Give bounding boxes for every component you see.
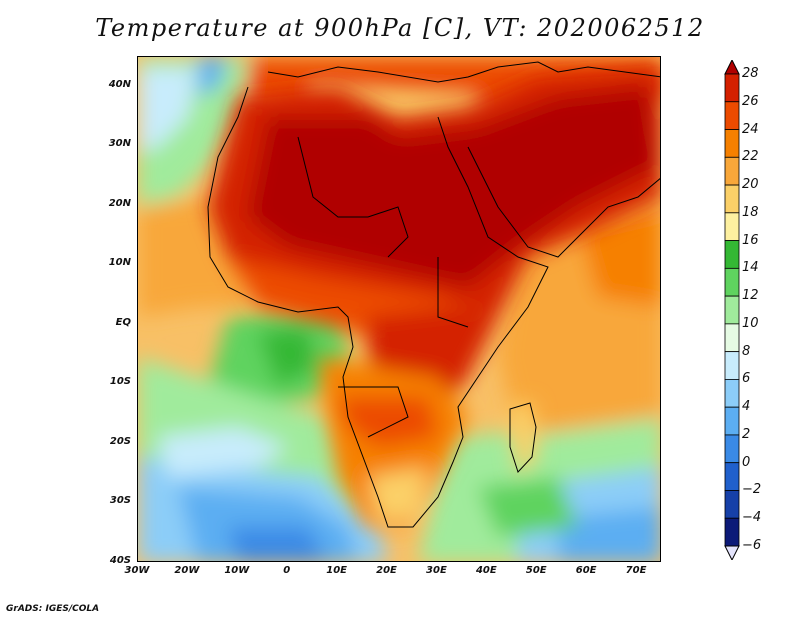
lat-tick-label: 20S bbox=[109, 435, 131, 447]
lat-tick-label: 10N bbox=[108, 257, 131, 269]
colorbar-level-label: 8 bbox=[742, 343, 751, 359]
colorbar-level-label: 10 bbox=[742, 315, 759, 331]
colorbar-level-label: 20 bbox=[742, 177, 759, 193]
colorbar-segment bbox=[724, 379, 740, 408]
lat-tick-label: EQ bbox=[115, 316, 131, 328]
lat-tick-label: 20N bbox=[108, 197, 131, 209]
colorbar-segment bbox=[724, 323, 740, 353]
colorbar-min-triangle bbox=[724, 545, 740, 560]
colorbar-segment bbox=[724, 212, 740, 241]
lon-tick-label: 10W bbox=[224, 565, 250, 576]
colorbar-segment bbox=[724, 517, 740, 547]
lon-tick-label: 20W bbox=[174, 565, 200, 576]
lat-tick-label: 40S bbox=[109, 555, 131, 566]
colorbar-level-label: −6 bbox=[742, 538, 762, 553]
lon-tick-label: 40E bbox=[475, 565, 497, 576]
lon-tick-label: 70E bbox=[625, 565, 647, 576]
temperature-map bbox=[137, 56, 661, 562]
lon-tick-label: 60E bbox=[575, 565, 597, 576]
colorbar-level-label: 12 bbox=[742, 288, 759, 304]
colorbar-level-label: 0 bbox=[742, 454, 751, 470]
colorbar-level-label: 6 bbox=[742, 371, 751, 387]
colorbar-segment bbox=[724, 267, 740, 297]
colorbar-level-label: 24 bbox=[742, 121, 759, 137]
lat-tick-label: 40N bbox=[108, 78, 131, 90]
colorbar-segment bbox=[724, 184, 740, 214]
colorbar-segment bbox=[724, 240, 740, 269]
colorbar-level-label: 14 bbox=[742, 260, 759, 276]
map-title: Temperature at 900hPa [C], VT: 202006251… bbox=[95, 14, 705, 42]
credit-text: GrADS: IGES/COLA bbox=[6, 604, 100, 614]
colorbar-level-label: 16 bbox=[742, 232, 759, 248]
colorbar-segment bbox=[724, 406, 740, 436]
colorbar-segment bbox=[724, 73, 740, 103]
lon-tick-label: 20E bbox=[376, 565, 397, 576]
lon-tick-label: 10E bbox=[326, 565, 347, 576]
colorbar-level-label: −2 bbox=[742, 482, 762, 498]
colorbar-level-label: 28 bbox=[742, 66, 759, 81]
colorbar-segment bbox=[724, 490, 740, 519]
colorbar-level-label: 18 bbox=[742, 204, 759, 220]
colorbar-level-label: 2 bbox=[742, 426, 751, 442]
colorbar bbox=[724, 60, 740, 560]
colorbar-segment bbox=[724, 462, 740, 491]
colorbar-segment bbox=[724, 129, 740, 158]
land-temperature-field bbox=[208, 67, 660, 527]
lon-tick-label: 50E bbox=[525, 565, 547, 576]
colorbar-max-triangle bbox=[724, 60, 740, 75]
coastline-overlay bbox=[207, 61, 660, 528]
colorbar-segment bbox=[724, 295, 740, 325]
colorbar-segment bbox=[724, 351, 740, 380]
lat-tick-label: 30N bbox=[108, 138, 131, 150]
lon-tick-label: 0 bbox=[283, 565, 291, 576]
lat-tick-label: 10S bbox=[109, 376, 131, 388]
colorbar-level-label: 4 bbox=[742, 399, 751, 415]
colorbar-level-label: 26 bbox=[742, 93, 759, 109]
colorbar-level-label: −4 bbox=[742, 510, 762, 526]
lon-tick-label: 30W bbox=[124, 565, 150, 576]
lat-tick-label: 30S bbox=[109, 495, 131, 507]
colorbar-segment bbox=[724, 156, 740, 186]
lon-tick-label: 30E bbox=[426, 565, 447, 576]
colorbar-segment bbox=[724, 101, 740, 130]
colorbar-level-label: 22 bbox=[742, 149, 759, 165]
colorbar-segment bbox=[724, 434, 740, 464]
